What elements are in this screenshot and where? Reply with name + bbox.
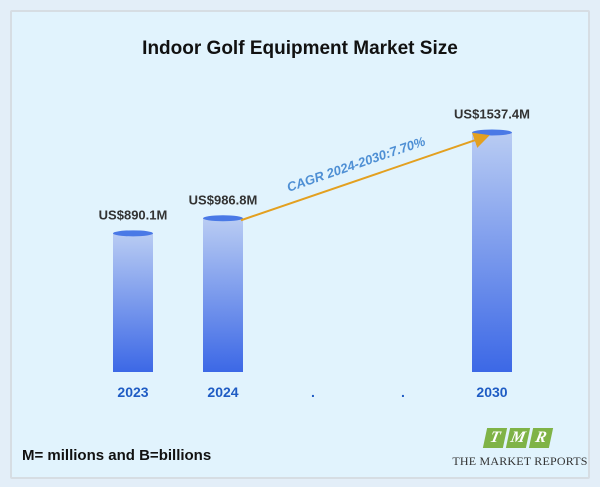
bar-cap-2024 xyxy=(203,215,243,222)
tick-label-1: 2024 xyxy=(207,384,238,400)
company-logo: T M R THE MARKET REPORTS xyxy=(445,428,595,478)
chart-title: Indoor Golf Equipment Market Size xyxy=(142,38,458,59)
logo-letter-m: M xyxy=(505,428,531,448)
logo-letter-t: T xyxy=(482,428,508,448)
data-label-2024: US$986.8M xyxy=(189,192,258,207)
logo-letter-r: R xyxy=(528,428,554,448)
data-label-2030: US$1537.4M xyxy=(454,106,530,121)
bar-2024 xyxy=(203,218,243,372)
cagr-arrow xyxy=(240,132,490,222)
footnote: M= millions and B=billions xyxy=(22,447,212,464)
data-label-2023: US$890.1M xyxy=(99,207,168,222)
tick-label-2: . xyxy=(311,384,315,400)
tick-label-0: 2023 xyxy=(117,384,148,400)
bar-2030 xyxy=(472,132,512,372)
tick-label-3: . xyxy=(401,384,405,400)
bar-cap-2023 xyxy=(113,230,153,237)
logo-text: THE MARKET REPORTS xyxy=(452,454,588,468)
bar-cap-2030 xyxy=(472,129,512,136)
tick-label-4: 2030 xyxy=(476,384,507,400)
bar-2023 xyxy=(113,233,153,372)
